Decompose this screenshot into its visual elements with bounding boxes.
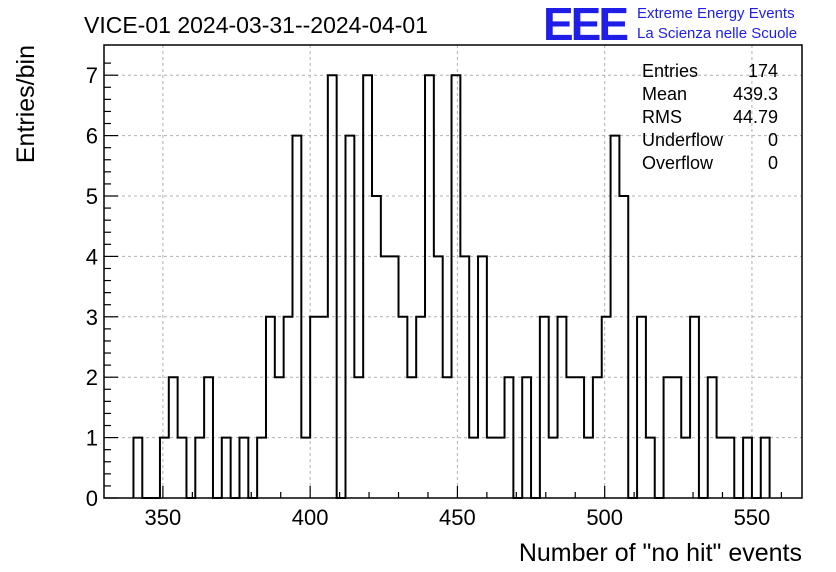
stats-value: 0: [768, 130, 778, 150]
stats-label: RMS: [642, 107, 682, 127]
y-tick-label: 1: [86, 426, 98, 451]
x-tick-label: 500: [586, 505, 623, 530]
x-tick-label: 450: [439, 505, 476, 530]
y-tick-label: 0: [86, 486, 98, 511]
plot-frame: [103, 44, 803, 499]
chart-title: VICE-01 2024-03-31--2024-04-01: [84, 12, 428, 38]
y-tick-label: 6: [86, 124, 98, 149]
stats-box: Entries 174 Mean 439.3 RMS 44.79 Underflow 0 Ove…: [642, 61, 778, 173]
x-axis-label: Number of "no hit" events: [519, 539, 802, 567]
y-tick-label: 7: [86, 63, 98, 88]
stats-label: Underflow: [642, 130, 724, 150]
stats-label: Mean: [642, 84, 687, 104]
x-tick-label: 550: [734, 505, 771, 530]
eee-logo-mark: EEE: [543, 0, 627, 50]
y-tick-label: 2: [86, 365, 98, 390]
eee-logo-line1: Extreme Energy Events: [637, 5, 795, 22]
stats-value: 44.79: [733, 107, 778, 127]
eee-logo: EEE Extreme Energy Events La Scienza nel…: [543, 0, 797, 50]
x-tick-label: 400: [292, 505, 329, 530]
x-tick-label: 350: [145, 505, 182, 530]
stats-label: Overflow: [642, 153, 714, 173]
stats-label: Entries: [642, 61, 698, 81]
y-tick-label: 5: [86, 184, 98, 209]
x-axis-ticks: 350 400 450 500 550: [132, 486, 782, 530]
y-tick-label: 4: [86, 244, 98, 269]
y-axis-label: Entries/bin: [12, 45, 40, 163]
stats-value: 0: [768, 153, 778, 173]
eee-logo-line2: La Scienza nelle Scuole: [637, 25, 797, 42]
stats-value: 439.3: [733, 84, 778, 104]
y-tick-label: 3: [86, 305, 98, 330]
stats-value: 174: [748, 61, 778, 81]
y-axis-ticks: 0 1 2 3 4 5 6 7: [86, 62, 118, 511]
